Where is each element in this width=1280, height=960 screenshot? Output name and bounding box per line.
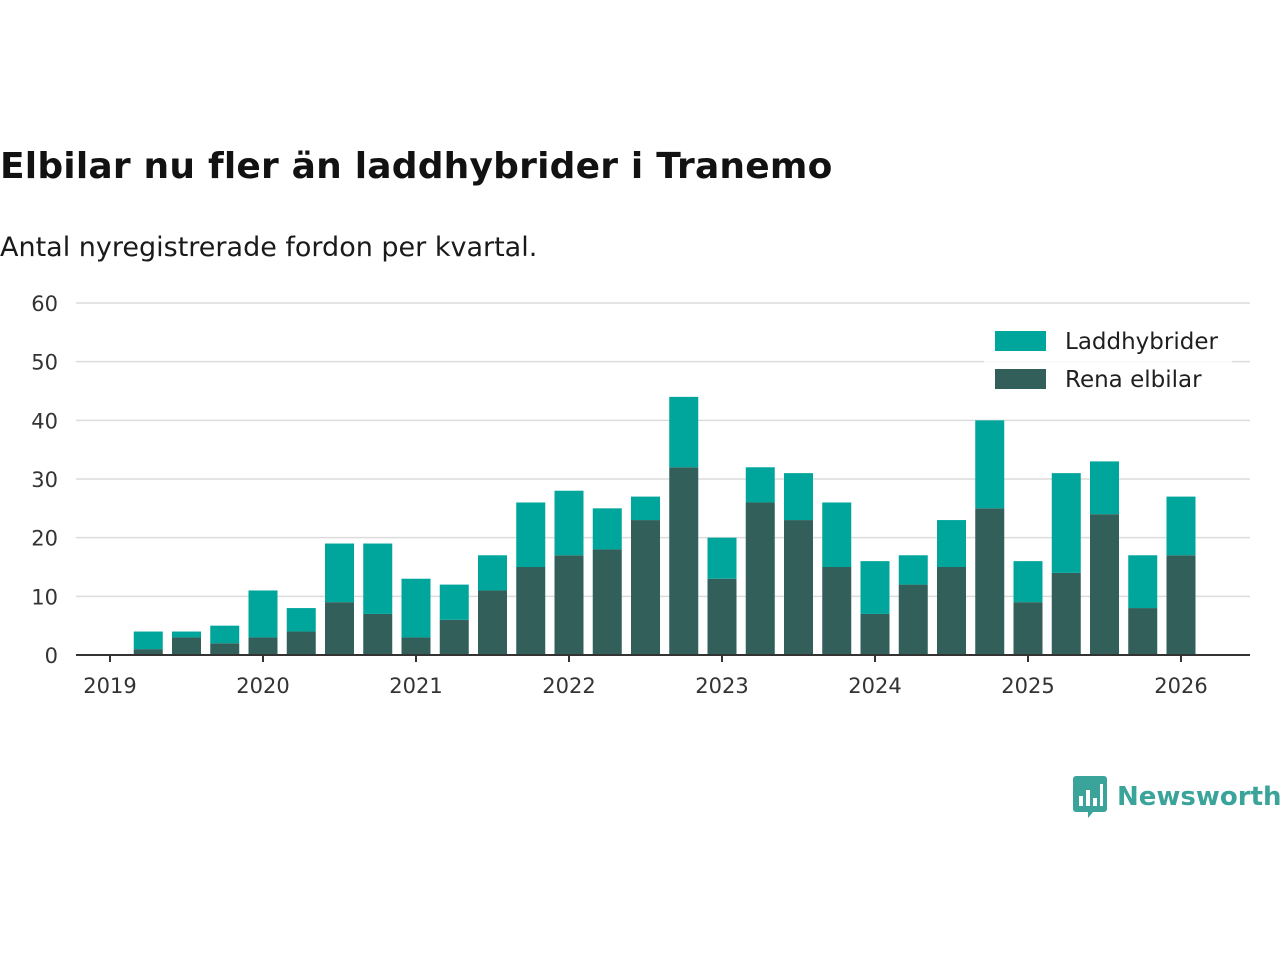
bar-rena-elbilar [478, 590, 507, 655]
x-tick-label-2020: 2020 [236, 674, 289, 698]
bar-laddhybrider [363, 543, 393, 614]
bar-laddhybrider [975, 420, 1005, 509]
bar-rena-elbilar [1166, 555, 1196, 655]
bar-rena-elbilar [592, 549, 622, 655]
bar-rena-elbilar [401, 637, 431, 655]
legend-swatch-laddhybrider [995, 331, 1046, 351]
bar-laddhybrider [554, 490, 584, 556]
bar-rena-elbilar [1128, 608, 1158, 655]
bar-rena-elbilar [1090, 514, 1119, 655]
y-tick-label-50: 50 [31, 351, 58, 375]
bar-laddhybrider [707, 537, 737, 579]
y-tick-label-10: 10 [31, 585, 58, 609]
bar-rena-elbilar [745, 502, 775, 655]
bar-rena-elbilar [516, 567, 546, 655]
bar-laddhybrider [745, 467, 775, 503]
bar-laddhybrider [478, 555, 507, 591]
x-tick-label-2026: 2026 [1154, 674, 1207, 698]
bar-rena-elbilar [898, 584, 928, 655]
bar-laddhybrider [325, 543, 354, 603]
y-tick-label-40: 40 [31, 409, 58, 433]
bar-rena-elbilar [975, 508, 1005, 655]
bar-rena-elbilar [286, 631, 316, 655]
newsworthy-logo-icon [1073, 776, 1107, 818]
axes: 0 10 20 30 40 50 60 2019 2020 2021 2022 2023 2024 202… [31, 292, 1250, 698]
x-tick-label-2023: 2023 [695, 674, 748, 698]
bar-laddhybrider [248, 590, 278, 638]
bar-laddhybrider [631, 496, 660, 521]
bar-rena-elbilar [1051, 572, 1081, 655]
bar-rena-elbilar [1013, 602, 1043, 655]
bar-laddhybrider [286, 608, 316, 632]
bar-rena-elbilar [439, 619, 469, 655]
bar-laddhybrider [784, 473, 813, 521]
x-tick-label-2025: 2025 [1001, 674, 1054, 698]
bar-rena-elbilar [631, 520, 660, 655]
legend-label-laddhybrider: Laddhybrider [1065, 329, 1218, 355]
bar-rena-elbilar [325, 602, 354, 655]
bar-rena-elbilar [133, 649, 163, 655]
bar-rena-elbilar [248, 637, 278, 655]
bar-laddhybrider [1013, 561, 1043, 603]
bar-rena-elbilar [172, 637, 201, 655]
bar-laddhybrider [937, 520, 966, 567]
y-tick-label-60: 60 [31, 292, 58, 316]
legend: Laddhybrider Rena elbilar [984, 322, 1232, 410]
x-tick-label-2022: 2022 [542, 674, 595, 698]
newsworthy-logo: Newsworthy [1073, 776, 1280, 818]
bar-laddhybrider [822, 502, 852, 567]
bar-laddhybrider [172, 631, 201, 638]
bar-rena-elbilar [707, 578, 737, 655]
bar-laddhybrider [1051, 473, 1081, 573]
y-tick-label-30: 30 [31, 468, 58, 492]
bar-laddhybrider [516, 502, 546, 567]
bar-rena-elbilar [937, 567, 966, 655]
bar-group [133, 396, 1196, 655]
chart-subtitle: Antal nyregistrerade fordon per kvartal. [0, 232, 538, 263]
bar-rena-elbilar [554, 555, 584, 655]
bar-rena-elbilar [784, 520, 813, 655]
bar-rena-elbilar [210, 643, 240, 655]
chart-title: Elbilar nu fler än laddhybrider i Tranem… [0, 146, 833, 187]
bar-rena-elbilar [822, 567, 852, 655]
bar-laddhybrider [1090, 461, 1119, 515]
legend-label-rena-elbilar: Rena elbilar [1065, 367, 1202, 393]
bar-laddhybrider [669, 396, 699, 468]
bar-laddhybrider [592, 508, 622, 550]
bar-laddhybrider [898, 555, 928, 585]
y-tick-label-20: 20 [31, 527, 58, 551]
bar-rena-elbilar [363, 613, 393, 655]
x-tick-label-2024: 2024 [848, 674, 901, 698]
x-tick-label-2021: 2021 [389, 674, 442, 698]
x-tick-label-2019: 2019 [83, 674, 136, 698]
legend-swatch-rena-elbilar [995, 369, 1046, 389]
bar-laddhybrider [401, 578, 431, 638]
bar-laddhybrider [860, 561, 890, 614]
newsworthy-logo-text: Newsworthy [1117, 782, 1280, 812]
bar-rena-elbilar [860, 613, 890, 655]
bar-laddhybrider [1166, 496, 1196, 556]
bar-laddhybrider [133, 631, 163, 650]
bar-laddhybrider [210, 625, 240, 644]
bar-rena-elbilar [669, 467, 699, 655]
y-tick-label-0: 0 [45, 644, 58, 668]
bar-laddhybrider [1128, 555, 1158, 609]
bar-laddhybrider [439, 584, 469, 620]
